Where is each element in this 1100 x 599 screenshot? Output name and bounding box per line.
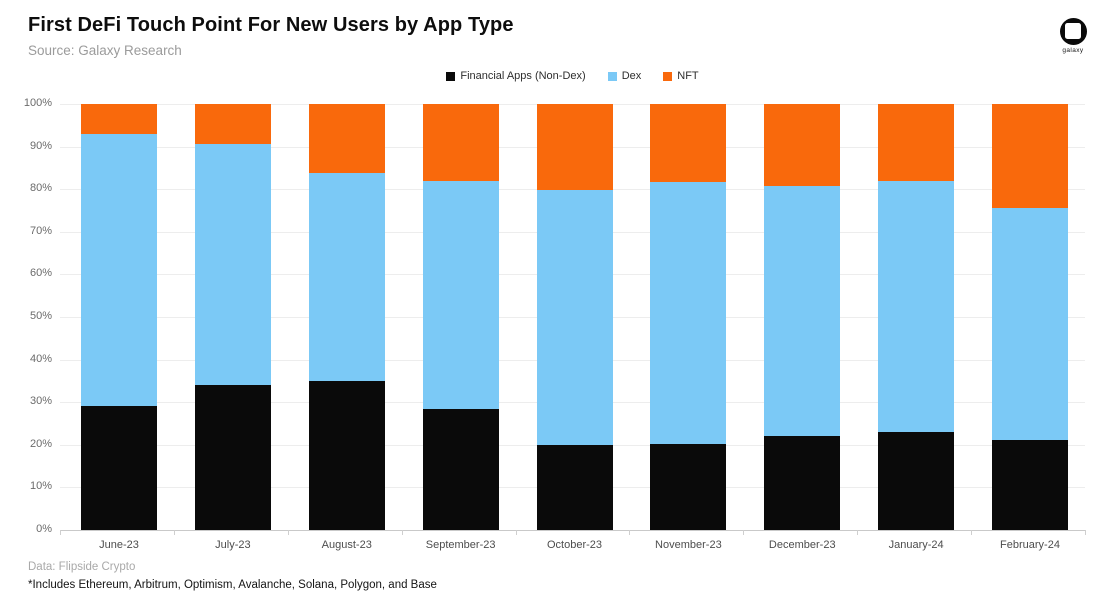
data-source-note: Data: Flipside Crypto [28,561,136,573]
legend-label: Financial Apps (Non-Dex) [460,70,586,82]
x-axis-label: November-23 [655,539,722,551]
bar-column-january-24 [878,104,955,530]
bar-segment [194,385,271,530]
bar-segment [194,104,271,144]
y-axis-label: 30% [29,395,52,408]
x-axis-label: September-23 [425,539,496,551]
bar-segment [81,104,157,134]
bar-segment [536,444,613,530]
galaxy-logo-icon [1059,18,1087,45]
y-axis-label: 70% [29,224,52,237]
legend-label: Dex [621,70,642,82]
legend-marker [446,71,456,81]
x-axis-tick [401,530,403,535]
y-axis-label: 50% [29,310,52,322]
bar-segment [194,143,271,386]
bar-column-october-23 [536,104,613,530]
legend-marker [663,71,673,81]
galaxy-logo: galaxy [1056,18,1090,54]
bar-segment [992,207,1068,440]
bar-segment [650,443,727,530]
legend-label: NFT [677,70,699,82]
bar-segment [536,190,613,445]
x-axis-label: June-23 [99,539,139,551]
bar-segment [992,439,1068,530]
x-axis-tick [287,530,289,535]
bar-column-august-23 [308,104,385,530]
bar-segment [308,173,385,381]
x-axis-tick [857,530,859,535]
y-axis-label: 60% [29,267,52,280]
bar-segment [878,180,955,433]
legend-marker [607,71,617,81]
legend-item: Dex [607,70,642,82]
x-axis-tick [60,530,61,535]
plot-area: 0% 10% 20% 30% 40% 50% 60% 70% 80% 90% 100% June-23… [24,97,1086,551]
legend-item: NFT [663,70,699,82]
x-axis-label: February-24 [1000,539,1060,551]
y-axis-label: 100% [23,97,52,109]
bar-segment [422,104,499,181]
x-axis-label: October-23 [546,539,603,551]
legend-item: Financial Apps (Non-Dex) [446,70,586,82]
bar-column-december-23 [764,104,841,530]
x-axis-label: August-23 [321,539,372,551]
y-axis-label: 20% [29,437,52,450]
galaxy-logo-text: galaxy [1062,47,1084,54]
galaxy-logo-square [1065,22,1081,39]
y-axis-label: 10% [29,480,52,493]
y-axis-label: 0% [36,523,52,535]
x-axis-label: July-23 [215,539,251,551]
bar-segment [81,133,157,406]
x-axis-tick [1085,530,1086,535]
x-axis-label: January-24 [888,539,944,551]
bar-segment [422,180,499,409]
bar-segment [81,405,157,530]
y-axis-label: 40% [29,352,52,365]
bars-container [60,104,1085,530]
bar-segment [764,436,841,530]
x-axis-tick [515,530,517,535]
y-axis-label: 80% [29,182,52,195]
bar-column-september-23 [422,104,499,530]
bar-segment [764,186,841,437]
bar-segment [992,104,1068,208]
bar-segment [764,104,841,187]
x-axis-line [60,530,1085,531]
chains-included-note: *Includes Ethereum, Arbitrum, Optimism, … [28,579,437,591]
y-axis-label: 90% [29,139,52,152]
bar-segment [650,181,727,444]
bar-column-november-23 [650,104,727,530]
bar-segment [422,408,499,530]
bar-segment [878,104,955,181]
bar-segment [308,104,385,174]
bar-column-february-24 [992,104,1068,530]
bar-column-june-23 [81,104,157,530]
bar-segment [308,380,385,530]
x-axis-tick [173,530,175,535]
source-label: Source: Galaxy Research [28,43,182,58]
x-axis-tick [743,530,745,535]
bar-segment [536,104,613,191]
x-axis-label: December-23 [768,539,836,551]
bar-segment [650,104,727,182]
bar-segment [878,432,955,530]
x-axis-tick [971,530,973,535]
bar-column-july-23 [194,104,271,530]
legend: Financial Apps (Non-Dex) Dex NFT [60,70,1085,82]
x-axis-tick [629,530,631,535]
page-title: First DeFi Touch Point For New Users by … [28,14,514,36]
